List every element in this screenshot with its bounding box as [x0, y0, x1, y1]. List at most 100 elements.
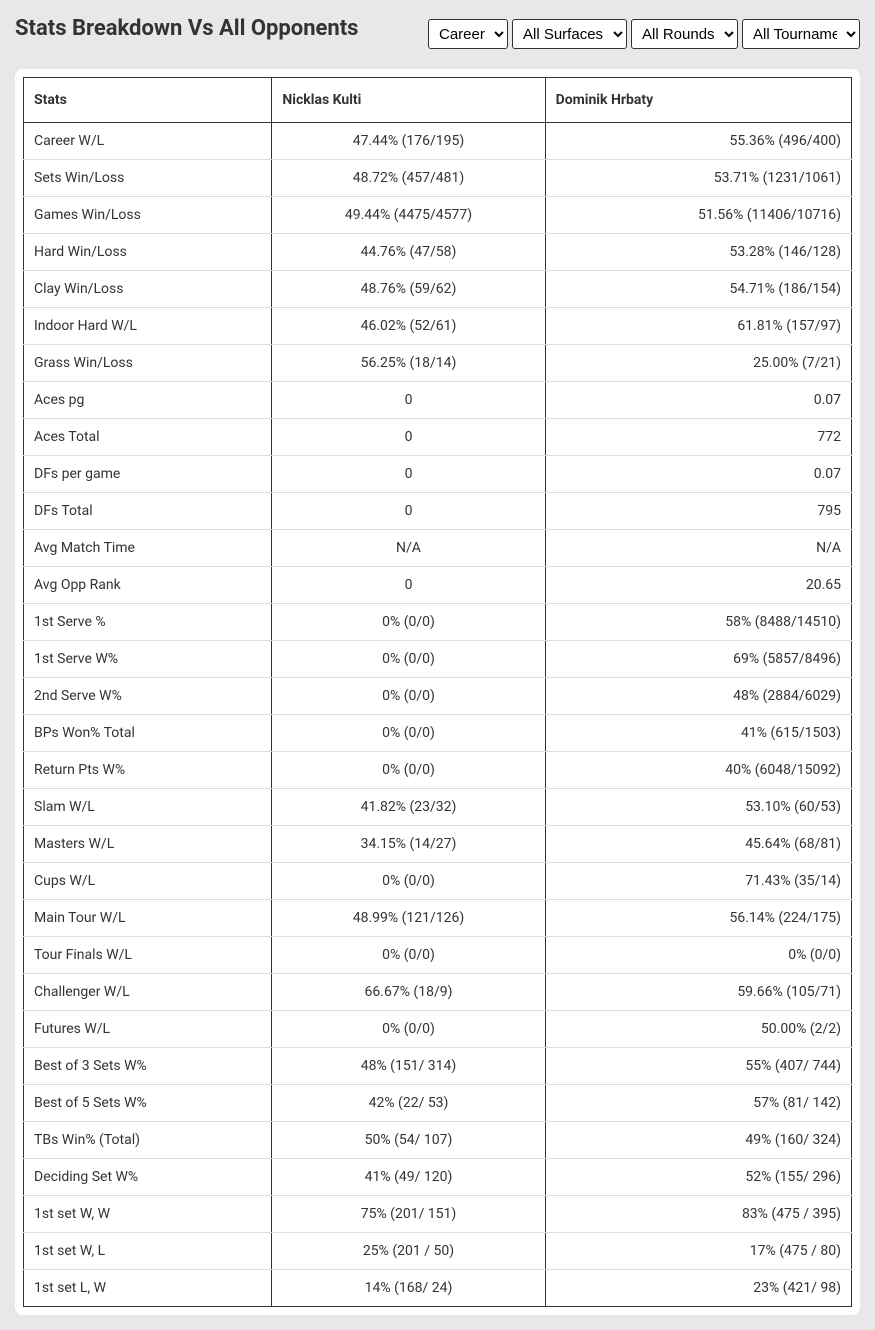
table-row: Best of 5 Sets W%42% (22/ 53)57% (81/ 14…: [24, 1085, 852, 1122]
table-row: Career W/L47.44% (176/195)55.36% (496/40…: [24, 123, 852, 160]
stat-label: Grass Win/Loss: [24, 345, 272, 382]
stat-player2-value: 58% (8488/14510): [545, 604, 851, 641]
stat-player2-value: 49% (160/ 324): [545, 1122, 851, 1159]
stat-label: Games Win/Loss: [24, 197, 272, 234]
stat-player1-value: 48.76% (59/62): [272, 271, 545, 308]
stat-player2-value: 52% (155/ 296): [545, 1159, 851, 1196]
table-row: 2nd Serve W%0% (0/0)48% (2884/6029): [24, 678, 852, 715]
stat-label: Slam W/L: [24, 789, 272, 826]
stat-label: Best of 5 Sets W%: [24, 1085, 272, 1122]
stats-table: Stats Nicklas Kulti Dominik Hrbaty Caree…: [23, 77, 852, 1307]
stat-player1-value: 0: [272, 456, 545, 493]
table-row: Games Win/Loss49.44% (4475/4577)51.56% (…: [24, 197, 852, 234]
stat-player1-value: 0: [272, 493, 545, 530]
stat-player1-value: 0: [272, 567, 545, 604]
stat-label: TBs Win% (Total): [24, 1122, 272, 1159]
period-select[interactable]: Career: [428, 19, 508, 49]
header-player1: Nicklas Kulti: [272, 78, 545, 123]
stat-player2-value: N/A: [545, 530, 851, 567]
stat-player2-value: 772: [545, 419, 851, 456]
stat-label: Aces pg: [24, 382, 272, 419]
table-row: Main Tour W/L48.99% (121/126)56.14% (224…: [24, 900, 852, 937]
stat-player2-value: 41% (615/1503): [545, 715, 851, 752]
stat-player2-value: 71.43% (35/14): [545, 863, 851, 900]
table-row: 1st Serve %0% (0/0)58% (8488/14510): [24, 604, 852, 641]
stat-player1-value: 25% (201 / 50): [272, 1233, 545, 1270]
stat-player2-value: 17% (475 / 80): [545, 1233, 851, 1270]
stat-player1-value: 41.82% (23/32): [272, 789, 545, 826]
filters: Career All Surfaces All Rounds All Tourn…: [428, 19, 860, 49]
stat-player1-value: 50% (54/ 107): [272, 1122, 545, 1159]
header-row: Stats Breakdown Vs All Opponents Career …: [15, 15, 860, 49]
stat-player1-value: 0% (0/0): [272, 604, 545, 641]
stat-player1-value: 0% (0/0): [272, 863, 545, 900]
stat-label: Avg Match Time: [24, 530, 272, 567]
table-row: Avg Opp Rank020.65: [24, 567, 852, 604]
stat-player1-value: 0% (0/0): [272, 678, 545, 715]
stat-label: BPs Won% Total: [24, 715, 272, 752]
stat-player2-value: 23% (421/ 98): [545, 1270, 851, 1307]
stat-player2-value: 50.00% (2/2): [545, 1011, 851, 1048]
table-row: Cups W/L0% (0/0)71.43% (35/14): [24, 863, 852, 900]
stat-player2-value: 54.71% (186/154): [545, 271, 851, 308]
stat-player1-value: 0% (0/0): [272, 937, 545, 974]
stat-player2-value: 45.64% (68/81): [545, 826, 851, 863]
stat-player2-value: 69% (5857/8496): [545, 641, 851, 678]
stat-label: Indoor Hard W/L: [24, 308, 272, 345]
stat-player2-value: 0.07: [545, 382, 851, 419]
stat-player2-value: 55% (407/ 744): [545, 1048, 851, 1085]
stat-label: Futures W/L: [24, 1011, 272, 1048]
stat-player2-value: 57% (81/ 142): [545, 1085, 851, 1122]
table-row: DFs Total0795: [24, 493, 852, 530]
header-stats: Stats: [24, 78, 272, 123]
stat-label: Hard Win/Loss: [24, 234, 272, 271]
stat-label: Clay Win/Loss: [24, 271, 272, 308]
table-row: Masters W/L34.15% (14/27)45.64% (68/81): [24, 826, 852, 863]
stat-player2-value: 25.00% (7/21): [545, 345, 851, 382]
rounds-select[interactable]: All Rounds: [631, 19, 738, 49]
stat-player2-value: 53.28% (146/128): [545, 234, 851, 271]
stat-label: Career W/L: [24, 123, 272, 160]
table-row: 1st set L, W14% (168/ 24)23% (421/ 98): [24, 1270, 852, 1307]
stat-label: DFs per game: [24, 456, 272, 493]
page-title: Stats Breakdown Vs All Opponents: [15, 15, 358, 44]
stat-player1-value: 0: [272, 419, 545, 456]
stats-table-container: Stats Nicklas Kulti Dominik Hrbaty Caree…: [15, 69, 860, 1315]
stat-player1-value: 75% (201/ 151): [272, 1196, 545, 1233]
table-row: Best of 3 Sets W%48% (151/ 314)55% (407/…: [24, 1048, 852, 1085]
stat-label: Aces Total: [24, 419, 272, 456]
stat-player1-value: 0% (0/0): [272, 715, 545, 752]
stat-player2-value: 53.71% (1231/1061): [545, 160, 851, 197]
stat-player2-value: 55.36% (496/400): [545, 123, 851, 160]
stat-label: Tour Finals W/L: [24, 937, 272, 974]
table-row: Hard Win/Loss44.76% (47/58)53.28% (146/1…: [24, 234, 852, 271]
surface-select[interactable]: All Surfaces: [512, 19, 627, 49]
stat-player1-value: 0% (0/0): [272, 752, 545, 789]
stat-label: 1st Serve W%: [24, 641, 272, 678]
stat-player2-value: 48% (2884/6029): [545, 678, 851, 715]
stat-player2-value: 20.65: [545, 567, 851, 604]
stat-label: Main Tour W/L: [24, 900, 272, 937]
stat-player2-value: 56.14% (224/175): [545, 900, 851, 937]
stat-player1-value: 49.44% (4475/4577): [272, 197, 545, 234]
stat-player1-value: 0: [272, 382, 545, 419]
table-row: 1st set W, L25% (201 / 50)17% (475 / 80): [24, 1233, 852, 1270]
table-row: Slam W/L41.82% (23/32)53.10% (60/53): [24, 789, 852, 826]
stats-tbody: Career W/L47.44% (176/195)55.36% (496/40…: [24, 123, 852, 1307]
stat-label: 1st Serve %: [24, 604, 272, 641]
stat-label: Challenger W/L: [24, 974, 272, 1011]
stat-player2-value: 51.56% (11406/10716): [545, 197, 851, 234]
stat-player1-value: 0% (0/0): [272, 641, 545, 678]
tournaments-select[interactable]: All Tournaments: [742, 19, 860, 49]
stat-player2-value: 0% (0/0): [545, 937, 851, 974]
stat-player1-value: 48% (151/ 314): [272, 1048, 545, 1085]
stat-player2-value: 61.81% (157/97): [545, 308, 851, 345]
table-header-row: Stats Nicklas Kulti Dominik Hrbaty: [24, 78, 852, 123]
stat-label: Return Pts W%: [24, 752, 272, 789]
table-row: Aces pg00.07: [24, 382, 852, 419]
stat-player1-value: 0% (0/0): [272, 1011, 545, 1048]
stat-label: 2nd Serve W%: [24, 678, 272, 715]
stat-player2-value: 83% (475 / 395): [545, 1196, 851, 1233]
stat-player1-value: 42% (22/ 53): [272, 1085, 545, 1122]
table-row: Deciding Set W%41% (49/ 120)52% (155/ 29…: [24, 1159, 852, 1196]
